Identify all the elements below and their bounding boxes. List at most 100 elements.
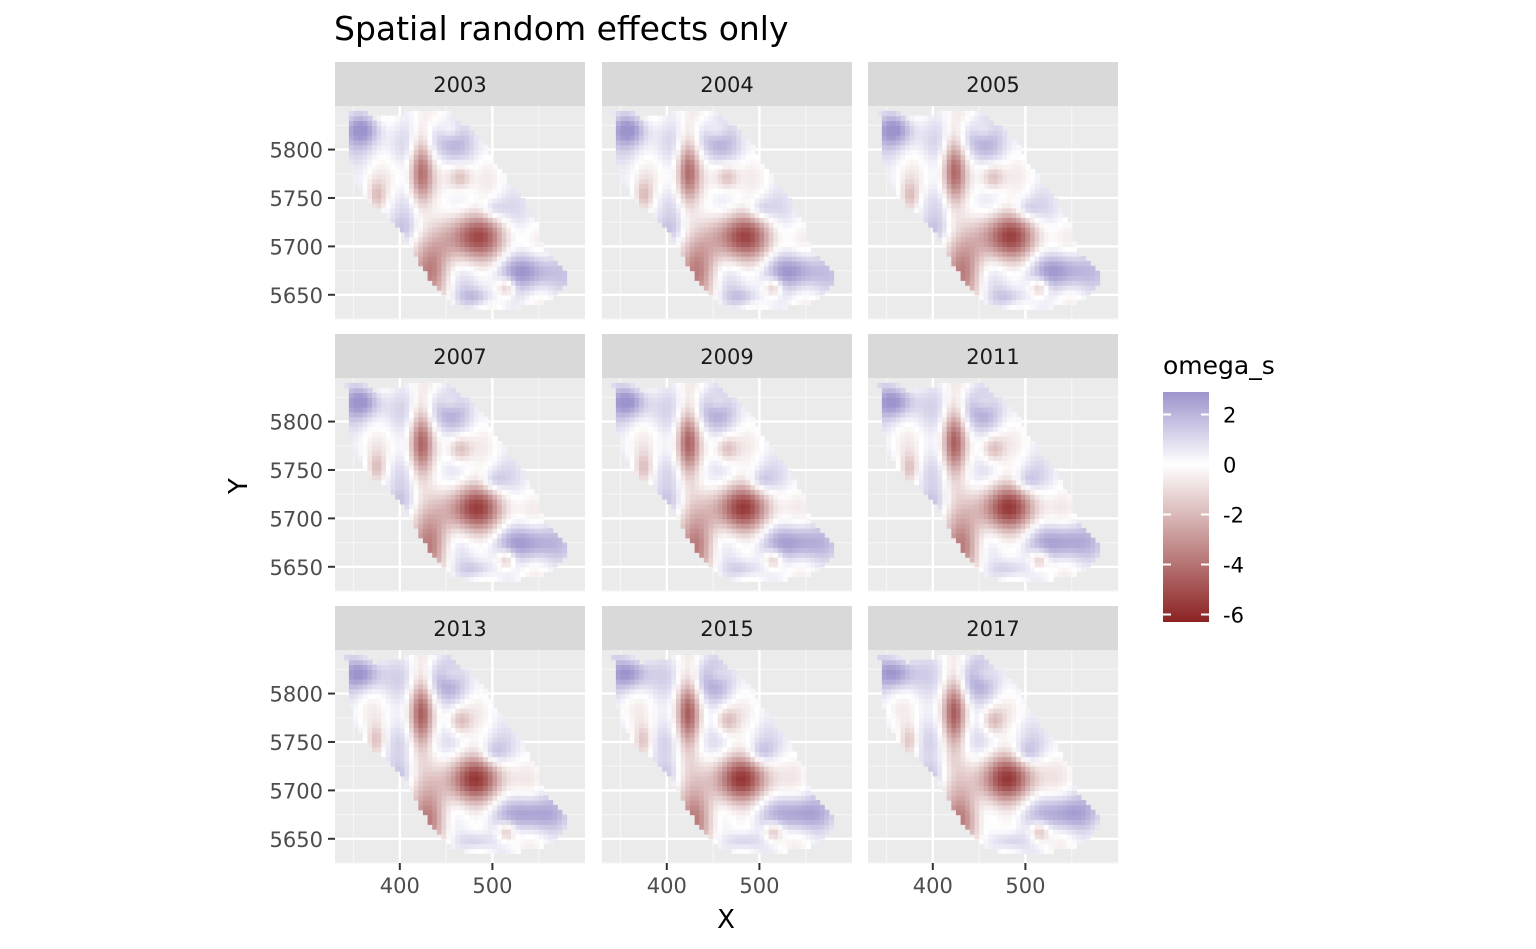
heat-cell — [469, 246, 475, 252]
heat-cell — [487, 202, 494, 209]
heat-cell — [699, 164, 705, 170]
heat-cell — [385, 212, 392, 218]
heat-cell — [404, 402, 410, 408]
heat-cell — [446, 382, 452, 389]
heat-cell — [731, 197, 737, 204]
heat-cell — [464, 299, 470, 306]
heat-cell — [652, 431, 659, 437]
heat-cell — [736, 241, 742, 247]
heat-cell — [390, 130, 396, 136]
heat-cell — [460, 299, 466, 306]
heat-cell — [620, 421, 626, 428]
heat-cell — [422, 212, 429, 218]
heat-cell — [1071, 289, 1077, 296]
heat-cell — [436, 532, 443, 539]
heat-cell — [740, 299, 747, 306]
heat-cell — [464, 411, 470, 418]
heat-cell — [648, 173, 654, 180]
heat-cell — [731, 275, 737, 281]
heat-cell — [1025, 222, 1031, 228]
heat-cell — [413, 212, 419, 218]
heat-cell — [464, 513, 470, 519]
heat-cell — [483, 561, 489, 568]
heat-cell — [727, 299, 733, 306]
heat-cell — [422, 397, 429, 403]
heat-cell — [427, 178, 433, 185]
heat-cell — [455, 542, 461, 549]
heat-cell — [427, 207, 433, 214]
heat-cell — [460, 436, 466, 442]
heat-cell — [450, 489, 456, 495]
heat-cell — [353, 392, 359, 398]
heat-cell — [510, 265, 517, 272]
heat-cell — [520, 265, 526, 272]
heat-cell — [699, 178, 705, 185]
heat-cell — [418, 407, 424, 413]
heat-cell — [399, 450, 406, 457]
heat-cell — [611, 382, 617, 389]
heat-cell — [909, 154, 915, 160]
heat-cell — [404, 407, 410, 413]
heat-cell — [662, 139, 668, 146]
heat-cell — [501, 523, 507, 529]
heat-cell — [969, 120, 976, 126]
heat-cell — [510, 576, 517, 582]
heat-cell — [768, 280, 774, 286]
heat-cell — [450, 280, 456, 286]
heat-cell — [450, 499, 456, 505]
heat-cell — [955, 125, 962, 131]
heat-cell — [629, 411, 636, 418]
heat-cell — [520, 270, 526, 277]
heat-cell — [754, 270, 761, 277]
heat-cell — [620, 436, 626, 442]
heat-cell — [432, 537, 438, 544]
heat-cell — [694, 164, 700, 170]
heat-cell — [754, 178, 761, 185]
heat-cell — [455, 207, 461, 214]
heat-cell — [703, 202, 710, 209]
heat-cell — [671, 188, 677, 194]
heat-cell — [418, 183, 424, 189]
heat-cell — [754, 241, 761, 247]
heat-cell — [955, 231, 962, 238]
heat-cell — [639, 168, 645, 175]
heat-cell — [455, 154, 461, 160]
heat-cell — [473, 168, 480, 175]
heat-cell — [657, 188, 663, 194]
heat-cell — [666, 193, 673, 199]
heat-cell — [1039, 304, 1045, 310]
heat-cell — [464, 256, 470, 262]
heat-cell — [974, 222, 980, 228]
heat-cell — [446, 139, 452, 146]
heat-cell — [395, 455, 401, 461]
heat-cell — [455, 212, 461, 218]
heat-cell — [694, 197, 700, 204]
heat-cell — [662, 164, 668, 170]
heat-cell — [390, 207, 396, 214]
heat-cell — [671, 115, 677, 122]
heat-cell — [787, 285, 793, 291]
heat-cell — [634, 450, 640, 457]
heat-cell — [543, 256, 549, 262]
heat-cell — [722, 168, 728, 175]
heat-cell — [900, 178, 906, 185]
heat-cell — [418, 125, 424, 131]
heat-cell — [787, 197, 793, 204]
heat-cell — [955, 178, 962, 185]
heat-cell — [487, 474, 494, 481]
heat-cell — [432, 159, 438, 165]
heat-cell — [362, 421, 369, 428]
heat-cell — [441, 135, 447, 141]
heat-cell — [657, 440, 663, 447]
heat-cell — [657, 421, 663, 428]
heat-cell — [639, 407, 645, 413]
heat-cell — [520, 212, 526, 218]
heat-cell — [777, 188, 784, 194]
heat-cell — [713, 285, 719, 291]
heat-cell — [483, 212, 489, 218]
heat-cell — [1002, 304, 1008, 310]
heat-cell — [372, 159, 378, 165]
heat-cell — [787, 222, 793, 228]
heat-cell — [432, 110, 438, 117]
heat-cell — [731, 265, 737, 272]
